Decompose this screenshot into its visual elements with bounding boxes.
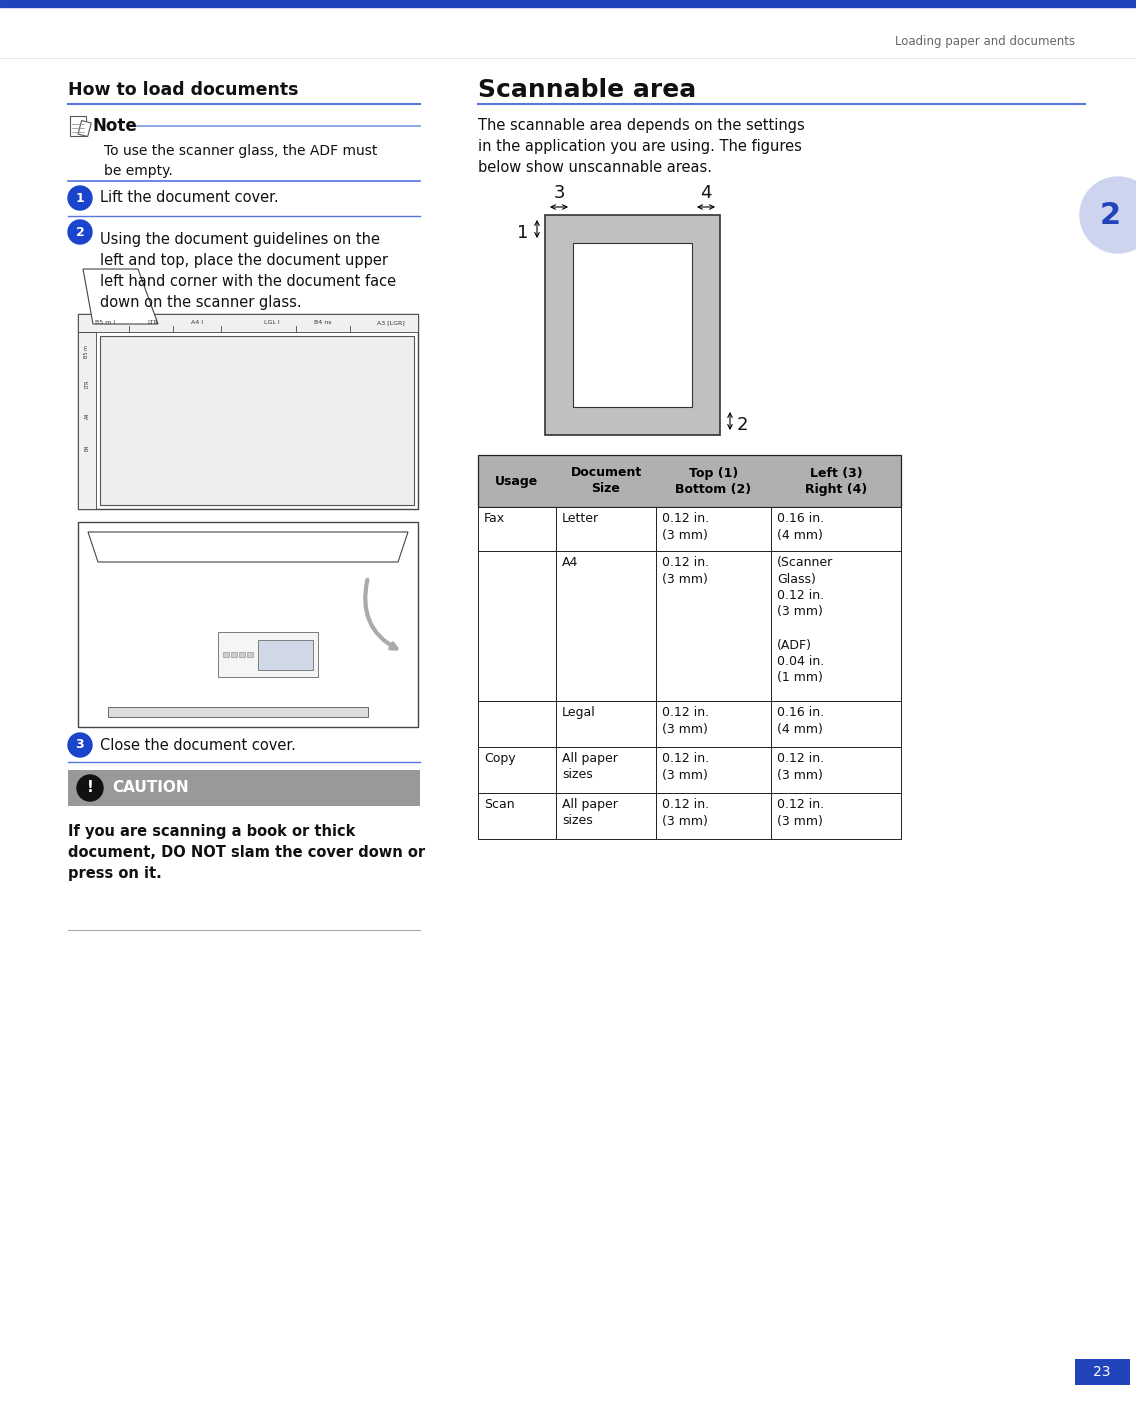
Text: 2: 2 (76, 226, 84, 238)
Circle shape (1080, 177, 1136, 254)
Bar (258, 640, 314, 670)
Bar (556, 551, 655, 700)
Polygon shape (87, 532, 408, 562)
Text: To use the scanner glass, the ADF must
be empty.: To use the scanner glass, the ADF must b… (105, 144, 377, 178)
Text: If you are scanning a book or thick
document, DO NOT slam the cover down or
pres: If you are scanning a book or thick docu… (68, 824, 425, 881)
Text: B4 ns: B4 ns (314, 321, 332, 325)
Text: A4 l: A4 l (191, 321, 203, 325)
Text: Close the document cover.: Close the document cover. (100, 737, 295, 752)
Bar (478, 700, 556, 747)
Bar (68, 771, 420, 806)
Text: !: ! (86, 780, 93, 796)
Text: Note: Note (92, 118, 136, 134)
Text: 1: 1 (76, 192, 84, 205)
Text: Letter: Letter (562, 511, 599, 525)
Bar (478, 507, 556, 551)
Bar (78, 120, 91, 136)
Text: CAUTION: CAUTION (112, 780, 189, 796)
Text: Copy: Copy (484, 752, 516, 765)
Bar (556, 793, 655, 839)
Text: 0.12 in.
(3 mm): 0.12 in. (3 mm) (662, 752, 709, 782)
Text: 0.16 in.
(4 mm): 0.16 in. (4 mm) (777, 706, 824, 736)
Text: All paper
sizes: All paper sizes (562, 799, 618, 828)
Text: LTR: LTR (84, 380, 90, 388)
Text: Loading paper and documents: Loading paper and documents (895, 35, 1075, 49)
Text: 2: 2 (1100, 200, 1120, 230)
Text: 0.12 in.
(3 mm): 0.12 in. (3 mm) (662, 799, 709, 828)
Bar (223, 651, 229, 657)
Bar (573, 242, 692, 408)
Text: All paper
sizes: All paper sizes (562, 752, 618, 782)
Bar (771, 793, 901, 839)
Bar (655, 507, 771, 551)
Text: B4: B4 (84, 444, 90, 451)
Bar (556, 507, 655, 551)
Text: How to load documents: How to load documents (68, 81, 299, 99)
Text: Scan: Scan (484, 799, 515, 811)
Bar (655, 747, 771, 793)
Bar (771, 551, 901, 700)
Text: Left (3)
Right (4): Left (3) Right (4) (805, 467, 867, 496)
Bar (108, 708, 368, 717)
Text: The scannable area depends on the settings
in the application you are using. The: The scannable area depends on the settin… (478, 118, 804, 175)
Bar (556, 747, 655, 793)
Bar (771, 747, 901, 793)
Bar (655, 700, 771, 747)
Bar (1075, 1359, 1130, 1386)
Bar (771, 507, 901, 551)
Text: 0.12 in.
(3 mm): 0.12 in. (3 mm) (777, 799, 824, 828)
Text: 0.12 in.
(3 mm): 0.12 in. (3 mm) (777, 752, 824, 782)
Circle shape (77, 775, 103, 801)
Text: 3: 3 (553, 184, 565, 202)
Text: Usage: Usage (495, 475, 538, 488)
Circle shape (68, 186, 92, 210)
Bar (231, 651, 237, 657)
Text: LTR: LTR (148, 321, 158, 325)
Text: (Scanner
Glass)
0.12 in.
(3 mm)

(ADF)
0.04 in.
(1 mm): (Scanner Glass) 0.12 in. (3 mm) (ADF) 0.… (777, 556, 833, 685)
Bar (70, 116, 86, 136)
Bar (247, 651, 253, 657)
Bar (100, 336, 414, 504)
Circle shape (68, 733, 92, 757)
Text: Fax: Fax (484, 511, 506, 525)
Text: B5 m l: B5 m l (95, 321, 115, 325)
Text: 1: 1 (517, 224, 528, 242)
Text: A4: A4 (562, 556, 578, 569)
Bar (545, 214, 720, 434)
Text: A3 [LGR]: A3 [LGR] (377, 321, 404, 325)
Text: 4: 4 (700, 184, 712, 202)
Text: 0.12 in.
(3 mm): 0.12 in. (3 mm) (662, 706, 709, 736)
Bar (78, 314, 418, 332)
Text: 0.16 in.
(4 mm): 0.16 in. (4 mm) (777, 511, 824, 542)
Text: Document
Size: Document Size (570, 467, 642, 496)
Text: 3: 3 (76, 738, 84, 751)
Text: 23: 23 (1093, 1365, 1111, 1379)
Bar (478, 551, 556, 700)
Bar (218, 632, 318, 677)
Bar (478, 747, 556, 793)
Bar (239, 651, 245, 657)
Text: LGL l: LGL l (264, 321, 279, 325)
Text: Legal: Legal (562, 706, 595, 719)
Bar (556, 700, 655, 747)
Bar (78, 314, 418, 509)
Bar (655, 551, 771, 700)
Text: Top (1)
Bottom (2): Top (1) Bottom (2) (676, 467, 752, 496)
Text: 0.12 in.
(3 mm): 0.12 in. (3 mm) (662, 511, 709, 542)
Text: B5 m: B5 m (84, 346, 90, 359)
Text: Scannable area: Scannable area (478, 78, 696, 102)
Text: A4: A4 (84, 413, 90, 419)
Bar (478, 455, 901, 507)
Text: 0.12 in.
(3 mm): 0.12 in. (3 mm) (662, 556, 709, 586)
Bar (78, 523, 418, 727)
Bar (771, 700, 901, 747)
Bar (478, 793, 556, 839)
Text: Using the document guidelines on the
left and top, place the document upper
left: Using the document guidelines on the lef… (100, 233, 396, 310)
Bar (655, 793, 771, 839)
Polygon shape (83, 269, 158, 324)
Text: 2: 2 (736, 416, 747, 434)
Bar (78, 332, 97, 509)
Circle shape (68, 220, 92, 244)
Text: Lift the document cover.: Lift the document cover. (100, 191, 278, 206)
Bar (0, 0, 1136, 7)
